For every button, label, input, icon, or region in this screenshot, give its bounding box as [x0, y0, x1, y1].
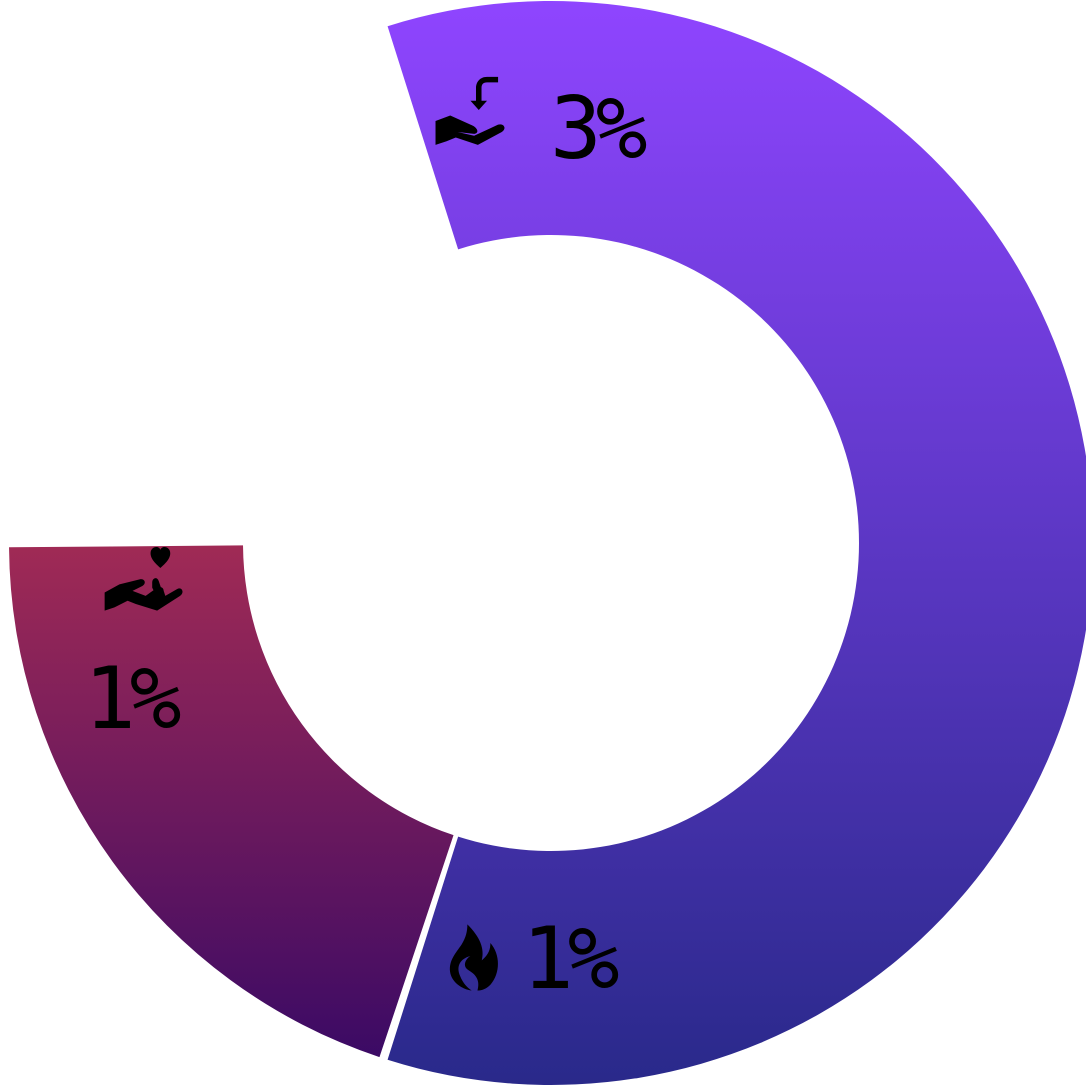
- donut-segment-return: [388, 1, 1086, 1085]
- donut-segment-giving: [9, 29, 454, 541]
- donut-segment-fire: [9, 545, 454, 1057]
- segment-label-fire: 1%: [522, 909, 619, 1009]
- segment-label-giving: 1%: [84, 649, 181, 749]
- segment-label-return: 3%: [550, 79, 647, 179]
